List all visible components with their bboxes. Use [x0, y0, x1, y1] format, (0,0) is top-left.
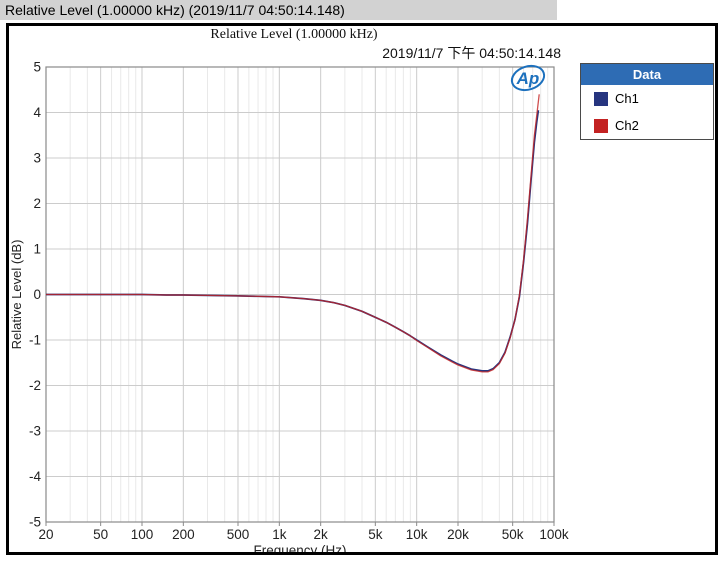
legend-item-ch1[interactable]: Ch1 [581, 85, 713, 112]
x-tick-label: 100 [131, 527, 154, 542]
chart-title: Relative Level (1.00000 kHz) [210, 27, 378, 42]
y-tick-label: 1 [33, 242, 41, 257]
legend-item-ch2[interactable]: Ch2 [581, 112, 713, 139]
series-curve-ch2 [46, 94, 540, 373]
y-tick-label: 4 [33, 105, 41, 120]
x-tick-label: 20 [38, 527, 53, 542]
legend-item-label: Ch2 [615, 118, 639, 133]
x-tick-label: 50k [502, 527, 524, 542]
y-tick-label: -4 [29, 469, 41, 484]
ap-logo-swoosh [510, 64, 546, 92]
x-tick-label: 2k [314, 527, 329, 542]
legend-header: Data [581, 64, 713, 85]
x-tick-label: 5k [368, 527, 383, 542]
chart-timestamp: 2019/11/7 下午 04:50:14.148 [382, 45, 561, 61]
x-tick-label: 20k [447, 527, 469, 542]
y-tick-label: -2 [29, 378, 41, 393]
x-axis-title: Frequency (Hz) [253, 543, 346, 552]
ch2-color-swatch [594, 118, 608, 133]
graph-window: Relative Level (1.00000 kHz) 2019/11/7 下… [6, 23, 718, 555]
x-tick-label: 10k [406, 527, 428, 542]
x-tick-label: 100k [539, 527, 569, 542]
x-tick-label: 200 [172, 527, 195, 542]
y-axis-title: Relative Level (dB) [9, 240, 24, 350]
x-tick-label: 50 [93, 527, 108, 542]
ch1-color-swatch [594, 91, 608, 106]
y-tick-label: 2 [33, 196, 41, 211]
y-tick-label: -3 [29, 424, 41, 439]
x-tick-label: 1k [272, 527, 287, 542]
x-tick-label: 500 [227, 527, 250, 542]
ap-logo-icon: Ap [516, 69, 540, 88]
frequency-response-plot: 20 50 100 200 500 1k 2k 5k 10k 20k 50k 100k 5 4 3 2 1 0 -1… [9, 60, 569, 553]
legend-box: Data Ch1 Ch2 [580, 63, 714, 140]
series-curve-ch1 [46, 110, 540, 372]
y-tick-label: -5 [29, 515, 41, 530]
y-tick-label: 3 [33, 151, 41, 166]
y-tick-label: 0 [33, 287, 41, 302]
legend-item-label: Ch1 [615, 91, 639, 106]
y-tick-label: -1 [29, 333, 41, 348]
y-tick-label: 5 [33, 60, 41, 75]
panel-title-bar[interactable]: Relative Level (1.00000 kHz) (2019/11/7 … [0, 0, 557, 20]
